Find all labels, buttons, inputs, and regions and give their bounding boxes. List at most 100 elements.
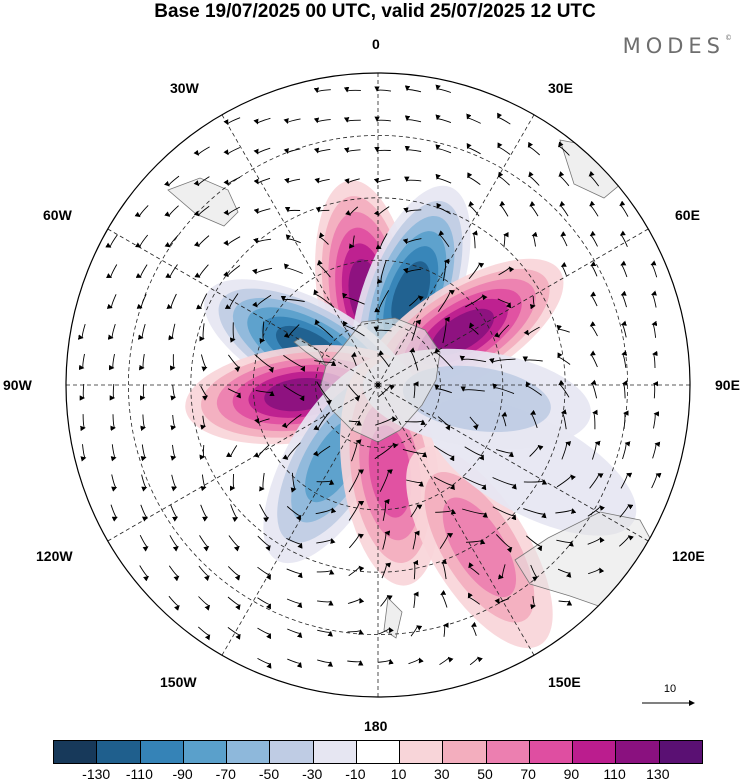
colorbar-tick-label: 10	[390, 766, 407, 782]
wind-arrow	[344, 147, 361, 154]
lon-label-90w: 90W	[3, 377, 32, 393]
wind-arrow	[315, 207, 330, 213]
wind-arrow	[348, 501, 365, 521]
wind-arrow	[467, 592, 480, 605]
wind-arrow	[589, 473, 604, 489]
wind-arrow	[438, 230, 450, 248]
wind-arrow	[529, 201, 539, 217]
wind-arrow	[378, 350, 390, 368]
wind-arrow	[199, 323, 205, 342]
wind-arrow	[412, 559, 419, 580]
wind-arrow	[529, 444, 544, 457]
wind-arrow	[489, 358, 516, 364]
wind-arrow	[223, 117, 241, 126]
wind-arrow	[495, 534, 513, 553]
wind-arrow	[560, 261, 567, 276]
wind-arrow	[135, 234, 149, 248]
wind-arrow	[255, 389, 275, 397]
wind-arrow	[436, 202, 452, 215]
wind-arrow	[498, 266, 515, 276]
wind-arrow	[283, 324, 300, 338]
wind-arrow	[347, 597, 365, 604]
wind-arrow	[136, 294, 147, 309]
wind-arrow	[374, 116, 391, 122]
wind-arrow	[347, 629, 364, 635]
wind-arrow	[345, 206, 359, 216]
colorbar-tick-label: -70	[215, 766, 236, 782]
wind-arrow	[169, 354, 176, 371]
wind-arrow	[558, 379, 570, 398]
wind-arrow	[497, 142, 511, 155]
colorbar-cell	[400, 741, 444, 763]
wind-arrow	[405, 419, 426, 426]
wind-arrow	[621, 350, 628, 368]
wind-arrow	[492, 477, 517, 490]
wind-arrow	[107, 323, 116, 340]
south-pole-dot	[375, 382, 381, 388]
wind-arrow	[286, 568, 303, 579]
wind-arrow	[106, 294, 117, 309]
lon-label-30w: 30W	[170, 80, 199, 96]
wind-arrow	[462, 476, 487, 491]
wind-arrow	[259, 504, 270, 523]
wind-arrow	[408, 657, 424, 665]
wind-arrow	[193, 146, 210, 156]
wind-arrow	[224, 293, 239, 309]
wind-arrow	[556, 324, 570, 333]
wind-arrow	[434, 347, 454, 370]
wind-arrow	[284, 206, 301, 213]
lon-label-120e: 120E	[672, 548, 705, 564]
latitude-circle	[252, 259, 504, 511]
wind-arrow	[283, 385, 305, 402]
wind-arrow	[171, 474, 178, 492]
wind-arrow	[197, 626, 211, 641]
wind-arrow	[316, 569, 335, 575]
wind-arrow	[170, 414, 177, 431]
colorbar-cell	[616, 741, 660, 763]
colorbar-cell	[270, 741, 314, 763]
wind-arrow	[344, 178, 360, 185]
wind-arrow	[257, 658, 272, 669]
wind-arrow	[494, 598, 510, 605]
wind-arrow	[200, 504, 209, 522]
wind-arrow	[317, 629, 333, 637]
wind-arrow	[589, 230, 598, 247]
lon-label-150e: 150E	[548, 674, 581, 690]
wind-arrow	[348, 235, 355, 249]
wind-arrow	[589, 200, 599, 217]
wind-arrow	[589, 321, 598, 337]
wind-arrow	[377, 384, 395, 398]
colorbar-tick-label: -10	[345, 766, 366, 782]
wind-arrow	[316, 538, 336, 544]
wind-arrow	[374, 290, 390, 313]
wind-arrow	[530, 596, 536, 610]
wind-arrow	[587, 536, 605, 545]
wind-arrow	[558, 171, 570, 187]
wind-arrow	[79, 383, 86, 401]
wind-arrow	[404, 85, 422, 93]
wind-arrow	[281, 414, 302, 429]
wind-arrow	[380, 595, 393, 607]
wind-arrow	[493, 324, 510, 338]
wind-arrow	[193, 176, 210, 187]
wind-arrow	[170, 384, 177, 401]
wind-arrow	[78, 353, 85, 371]
wind-arrow	[165, 264, 178, 278]
wind-arrow	[589, 350, 598, 368]
wind-arrow	[435, 84, 452, 93]
wind-arrow	[555, 508, 577, 515]
wind-arrow	[163, 175, 180, 187]
colorbar-tick-label: 130	[646, 766, 670, 782]
wind-arrow	[439, 656, 454, 665]
wind-arrow	[651, 472, 662, 489]
wind-arrow	[560, 409, 567, 430]
wind-arrow	[317, 600, 334, 606]
wind-arrow	[376, 259, 387, 284]
wind-arrow	[313, 87, 331, 94]
meridian-line	[377, 384, 535, 656]
wind-arrow	[501, 411, 508, 427]
colorbar-cell	[97, 741, 141, 763]
wind-arrow	[253, 208, 271, 215]
wind-arrow	[223, 265, 241, 278]
wind-arrow	[313, 411, 330, 431]
